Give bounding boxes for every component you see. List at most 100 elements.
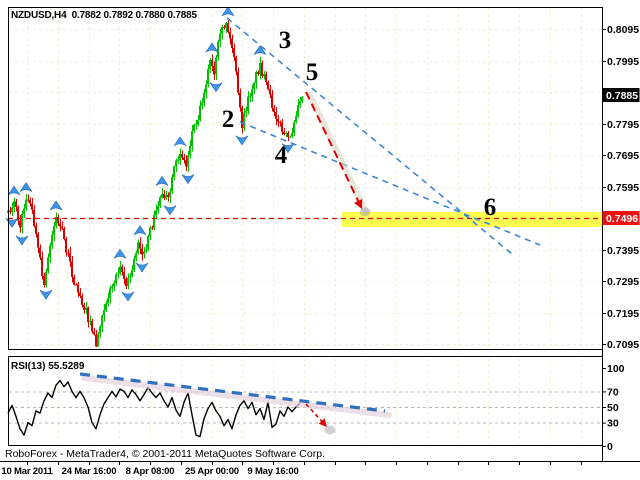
candle xyxy=(129,276,131,278)
candle xyxy=(97,333,99,347)
candle xyxy=(133,259,135,270)
candle xyxy=(125,278,127,286)
candle xyxy=(101,315,103,327)
candle xyxy=(33,210,35,227)
candle xyxy=(273,107,275,112)
price-tick-label: 0.7095 xyxy=(607,339,639,351)
candle xyxy=(215,57,217,75)
candle xyxy=(287,132,289,137)
candle xyxy=(181,154,183,158)
candle xyxy=(143,251,145,255)
fractals-layer xyxy=(5,6,295,302)
candle xyxy=(127,277,129,286)
candle xyxy=(225,23,227,28)
price-tick-label: 0.7695 xyxy=(607,150,639,162)
candle xyxy=(103,309,105,316)
candle xyxy=(179,154,181,161)
candle xyxy=(191,130,193,146)
candle xyxy=(197,120,199,125)
rsi-label: RSI(13) 55.5289 xyxy=(11,361,85,372)
projection-arrow-rsi-tip-shadow xyxy=(324,425,336,435)
candle xyxy=(297,105,299,117)
candle xyxy=(49,245,51,258)
wave-label-2[interactable]: 2 xyxy=(222,106,235,133)
candle xyxy=(195,124,197,126)
candle xyxy=(153,214,155,229)
price-tick-label: 0.7295 xyxy=(607,276,639,288)
candle xyxy=(177,160,179,162)
projection-arrow-rsi-head xyxy=(318,418,327,427)
target-price-marker xyxy=(602,211,640,225)
wave-label-6[interactable]: 6 xyxy=(484,194,497,221)
candle xyxy=(35,226,37,234)
candle xyxy=(53,226,55,236)
candle xyxy=(39,247,41,258)
target-zone[interactable] xyxy=(342,212,602,227)
wave-label-3[interactable]: 3 xyxy=(279,27,292,54)
candle xyxy=(237,71,239,93)
candle xyxy=(119,266,121,274)
candle xyxy=(229,31,231,39)
projection-arrow-main[interactable] xyxy=(305,91,360,202)
fractal-down-icon xyxy=(135,262,149,273)
candle xyxy=(227,23,229,32)
candle xyxy=(55,217,57,227)
candle xyxy=(111,286,113,289)
candle xyxy=(251,89,253,97)
candle xyxy=(31,203,33,211)
fractal-down-icon xyxy=(39,289,53,300)
wave-label-4[interactable]: 4 xyxy=(275,142,288,169)
candle xyxy=(13,201,15,208)
candle xyxy=(231,38,233,48)
candle xyxy=(65,239,67,253)
candle xyxy=(163,193,165,199)
fractal-down-icon xyxy=(5,218,19,228)
candle xyxy=(295,116,297,123)
candle xyxy=(9,210,11,213)
candle xyxy=(203,92,205,104)
candle xyxy=(277,119,279,122)
projection-arrow-main-tip-shadow xyxy=(359,207,371,217)
candle xyxy=(233,47,235,57)
candle xyxy=(25,199,27,209)
projection-arrow-main-shadow xyxy=(307,92,369,215)
candle xyxy=(213,66,215,75)
candle xyxy=(257,71,259,75)
fractal-up-icon xyxy=(133,225,147,236)
candle xyxy=(169,191,171,198)
candle xyxy=(265,74,267,82)
candle xyxy=(19,220,21,228)
candle xyxy=(75,284,77,286)
price-tick-label: 0.7395 xyxy=(607,245,639,257)
target-zone-layer xyxy=(342,212,602,227)
candle xyxy=(51,235,53,246)
candle xyxy=(137,242,139,254)
analysis-objects-layer: 2 3 4 5 6 xyxy=(222,17,541,255)
candle xyxy=(211,60,213,67)
fractal-up-icon xyxy=(19,182,33,192)
candle xyxy=(107,298,109,304)
candle xyxy=(283,131,285,134)
current-price-marker xyxy=(602,88,640,102)
candle xyxy=(171,177,173,192)
candle xyxy=(93,331,95,335)
candle xyxy=(289,136,291,138)
candle xyxy=(151,227,153,229)
wave-label-5[interactable]: 5 xyxy=(306,59,319,86)
target-price-label: 0.7496 xyxy=(606,213,638,225)
candle xyxy=(115,274,117,284)
candle xyxy=(271,94,273,108)
rsi-tick-label: 70 xyxy=(607,386,619,398)
candle xyxy=(219,33,221,42)
candle xyxy=(263,74,265,76)
candle xyxy=(61,226,63,229)
candle xyxy=(209,60,211,69)
candle xyxy=(291,133,293,137)
rsi-trendline[interactable] xyxy=(79,372,386,413)
candle xyxy=(269,89,271,95)
candle xyxy=(89,321,91,323)
projection-arrow-rsi[interactable] xyxy=(305,403,323,422)
candle xyxy=(275,111,277,120)
